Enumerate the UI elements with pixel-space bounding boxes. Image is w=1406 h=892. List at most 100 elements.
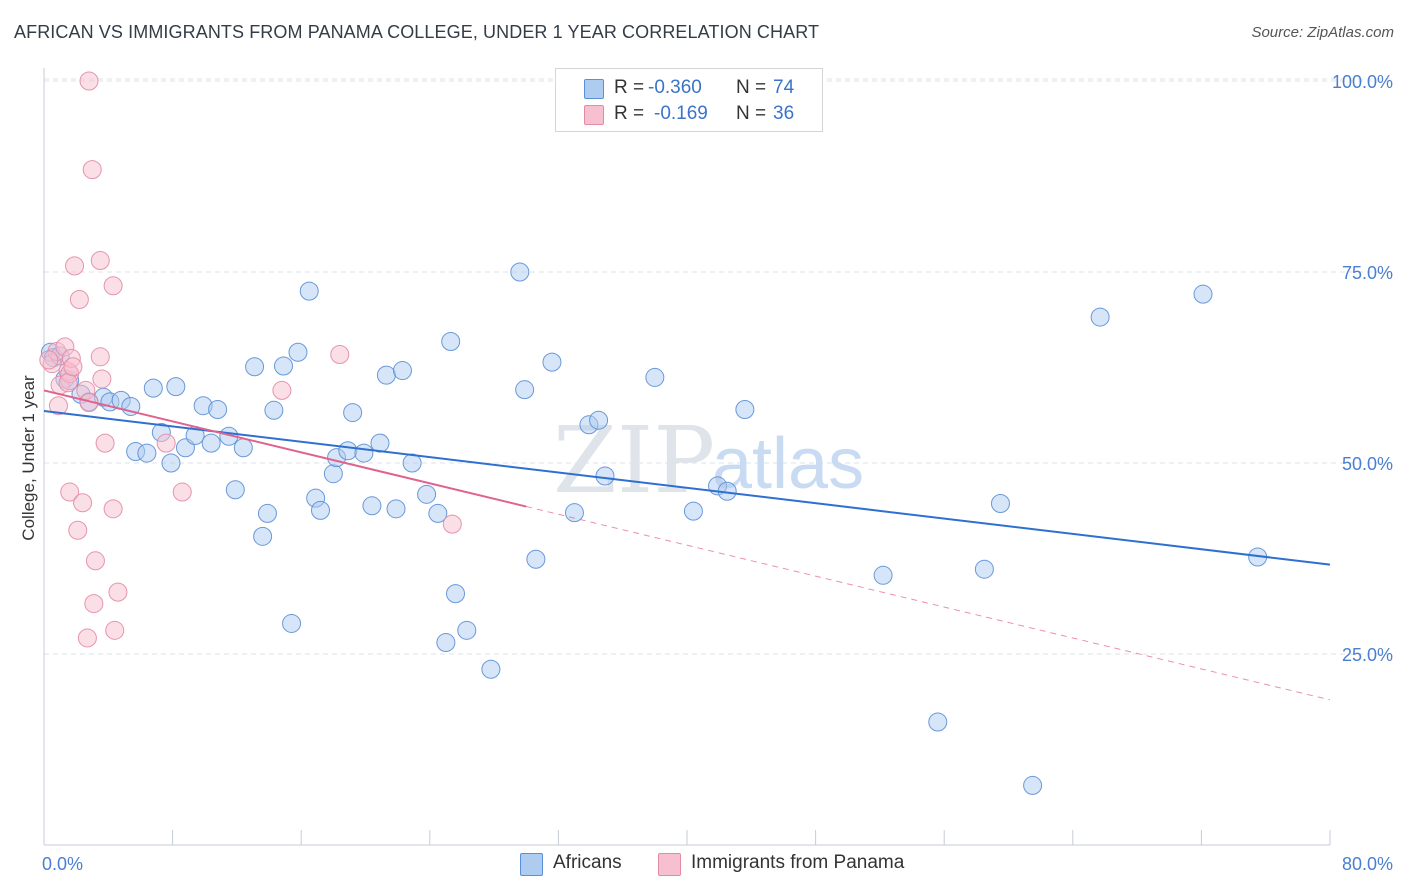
panama-trend-extension <box>526 506 1331 701</box>
legend-r-value: -0.360 <box>648 77 702 98</box>
correlation-legend: R = -0.360 N = 74 R = -0.169 N = 36 <box>555 68 823 132</box>
africans-point <box>526 549 546 569</box>
bottom-legend-label: Africans <box>553 852 622 873</box>
africans-point <box>386 499 406 519</box>
trend-lines <box>43 389 1331 701</box>
panama-point <box>103 499 123 519</box>
legend-n-value: 36 <box>773 103 795 124</box>
africans-point <box>225 480 245 500</box>
africans-point <box>376 365 396 385</box>
africans-point <box>166 377 186 397</box>
panama-point <box>77 628 97 648</box>
africans-point <box>282 613 302 633</box>
africans-point <box>1023 775 1043 795</box>
africans-point <box>735 400 755 420</box>
panama-trend-line <box>43 389 527 508</box>
africans-point <box>1090 307 1110 327</box>
africans-point <box>515 380 535 400</box>
africans-point <box>928 712 948 732</box>
africans-point <box>417 484 437 504</box>
africans-point <box>201 433 221 453</box>
africans-point <box>457 620 477 640</box>
panama-point <box>156 433 176 453</box>
africans-trend-line <box>43 410 1331 566</box>
panama-point <box>330 345 350 365</box>
panama-point <box>108 582 128 602</box>
africans-point <box>974 559 994 579</box>
y-tick-label: 100.0% <box>1332 72 1393 92</box>
panama-point <box>442 514 462 534</box>
panama-point <box>105 620 125 640</box>
africans-point <box>441 332 461 352</box>
watermark-atlas: atlas <box>712 424 864 504</box>
y-axis-label: College, Under 1 year <box>19 375 38 541</box>
panama-point <box>92 369 112 389</box>
legend-n-value: 74 <box>773 77 795 98</box>
africans-point <box>338 441 358 461</box>
africans-point <box>354 443 374 463</box>
legend-swatch-panama <box>584 105 604 125</box>
africans-point <box>589 410 609 430</box>
legend-n-label: N = <box>736 103 767 124</box>
africans-point <box>253 526 273 546</box>
africans-point <box>595 466 615 486</box>
panama-point <box>272 380 292 400</box>
panama-point <box>172 482 192 502</box>
africans-point <box>645 367 665 387</box>
africans-point <box>362 496 382 516</box>
zipatlas-watermark: ZIP atlas <box>553 407 864 514</box>
africans-point <box>436 633 456 653</box>
africans-point <box>274 356 294 376</box>
africans-point <box>343 403 363 423</box>
legend-r-label: R = <box>614 103 645 124</box>
bottom-legend-label: Immigrants from Panama <box>691 852 905 873</box>
panama-point <box>39 350 59 370</box>
axes <box>43 68 1331 846</box>
panama-point <box>48 396 68 416</box>
panama-points <box>39 71 462 648</box>
africans-point <box>143 378 163 398</box>
africans-point <box>323 464 343 484</box>
africans-points <box>40 262 1268 795</box>
africans-point <box>264 400 284 420</box>
africans-point <box>299 281 319 301</box>
africans-point <box>310 500 330 520</box>
africans-point <box>245 357 265 377</box>
africans-point <box>542 352 562 372</box>
panama-point <box>84 594 104 614</box>
panama-point <box>69 290 89 310</box>
legend-r-label: R = <box>614 77 645 98</box>
panama-point <box>85 551 105 571</box>
y-tick-label: 75.0% <box>1342 263 1393 283</box>
panama-point <box>90 347 110 367</box>
y-tick-label: 50.0% <box>1342 454 1393 474</box>
africans-point <box>137 443 157 463</box>
panama-point <box>58 373 78 393</box>
africans-point <box>233 438 253 458</box>
panama-point <box>65 256 85 276</box>
africans-point <box>161 453 181 473</box>
africans-point <box>510 262 530 282</box>
africans-point <box>481 659 501 679</box>
africans-point <box>1193 284 1213 304</box>
legend-n-label: N = <box>736 77 767 98</box>
legend-swatch-africans <box>584 79 604 99</box>
panama-point <box>60 482 80 502</box>
bottom-legend-swatch-africans <box>520 853 543 876</box>
y-tick-label: 25.0% <box>1342 645 1393 665</box>
panama-point <box>103 276 123 296</box>
tick-labels: 25.0% 50.0% 75.0% 100.0% 0.0% 80.0% <box>42 72 1393 874</box>
africans-point <box>257 503 277 523</box>
africans-point <box>428 503 448 523</box>
africans-point <box>683 501 703 521</box>
x-tick-label: 0.0% <box>42 854 83 874</box>
legend-r-value: -0.169 <box>654 103 708 124</box>
africans-point <box>873 565 893 585</box>
x-tick-label: 80.0% <box>1342 854 1393 874</box>
africans-point <box>446 584 466 604</box>
africans-point <box>990 493 1010 513</box>
panama-point <box>73 493 93 513</box>
africans-point <box>564 503 584 523</box>
africans-point <box>288 342 308 362</box>
